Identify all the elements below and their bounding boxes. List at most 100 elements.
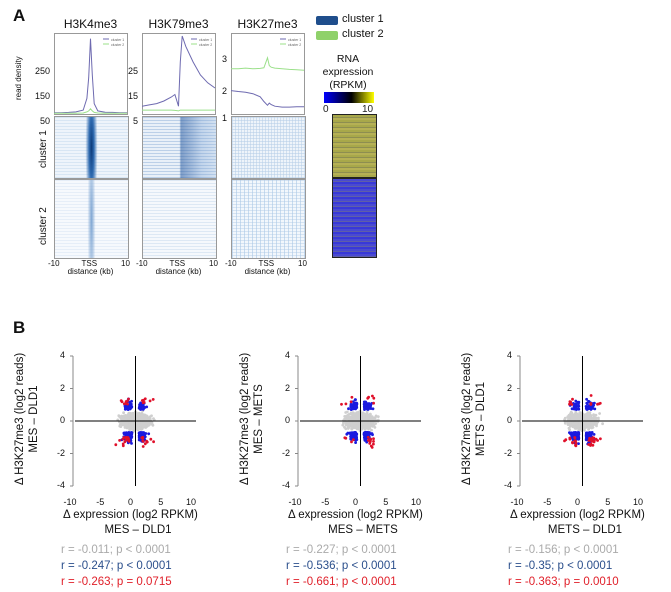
data-point	[340, 402, 343, 406]
x-axis-label: distance (kb)	[244, 267, 291, 276]
data-point	[374, 422, 378, 425]
data-point	[354, 398, 357, 402]
data-point	[372, 401, 375, 405]
y-tick-label: 5	[132, 116, 138, 126]
profile-line-cluster-1	[142, 35, 216, 107]
data-point	[578, 411, 582, 414]
mini-legend-label: cluster 1	[288, 38, 301, 42]
data-point	[142, 421, 146, 424]
data-point	[574, 441, 578, 445]
data-point	[568, 414, 572, 418]
data-point	[345, 410, 349, 414]
data-point	[363, 428, 367, 431]
data-point	[142, 415, 146, 418]
data-point	[138, 423, 141, 427]
data-point	[151, 398, 155, 401]
y-tick-label: 0	[506, 415, 512, 425]
data-point	[587, 424, 591, 428]
y-axis-label-line: Δ H3K27me3 (log2 reads)	[14, 352, 26, 486]
data-point	[563, 439, 566, 443]
data-point	[137, 438, 141, 442]
data-point	[576, 404, 579, 408]
y-tick-label: 2	[221, 86, 227, 96]
profile-line-cluster-2	[54, 108, 127, 114]
data-point	[354, 401, 358, 405]
data-point	[587, 399, 590, 403]
data-point	[122, 411, 125, 415]
data-point	[356, 416, 360, 420]
x-tick-label: -10	[288, 497, 302, 507]
data-point	[374, 416, 377, 419]
data-point	[143, 442, 147, 446]
data-point	[145, 415, 149, 418]
data-point	[367, 395, 370, 399]
correlation-stat: r = -0.011; p < 0.0001	[61, 544, 171, 556]
data-point	[139, 401, 142, 405]
x-tick-label: 0	[574, 497, 580, 507]
data-point	[123, 404, 127, 408]
heatmap-cluster-1	[231, 116, 306, 179]
data-point	[126, 399, 129, 403]
y-tick-label: -2	[503, 447, 512, 458]
data-point	[577, 436, 580, 440]
data-point	[120, 400, 124, 404]
y-tick-label: -4	[281, 480, 290, 490]
data-point	[354, 441, 357, 444]
data-point	[350, 395, 354, 399]
data-point	[119, 425, 123, 428]
y-tick-label: 0	[284, 415, 290, 425]
data-point	[148, 415, 152, 419]
comparison-label: MES – DLD1	[104, 524, 172, 536]
y-axis-comparison-line: METS – DLD1	[475, 381, 487, 457]
x-axis-label: distance (kb)	[67, 267, 114, 276]
plot-frame	[54, 33, 128, 115]
data-point	[120, 418, 124, 421]
data-point	[574, 406, 578, 410]
rna-label-line: (RPKM)	[329, 79, 367, 91]
data-point	[570, 407, 574, 411]
y-tick-label: 2	[506, 382, 512, 393]
x-tick-left: -10	[136, 259, 148, 268]
heatmap-cluster-2	[54, 179, 129, 259]
data-point	[152, 440, 155, 444]
data-point	[123, 431, 126, 435]
data-point	[126, 436, 129, 440]
data-point	[588, 436, 591, 440]
y-tick-label: 4	[506, 350, 512, 360]
data-point	[345, 432, 349, 436]
data-point	[589, 394, 593, 397]
data-point	[148, 423, 151, 426]
data-point	[592, 415, 596, 418]
x-tick-label: 10	[632, 497, 643, 507]
data-point	[119, 421, 123, 425]
y-tick-label: -4	[56, 480, 65, 490]
data-point	[351, 407, 355, 411]
data-point	[365, 401, 368, 405]
x-tick-label: 5	[605, 497, 611, 507]
data-point	[369, 437, 372, 441]
legend-swatch-cluster-2	[316, 31, 338, 40]
comparison-label: MES – METS	[328, 524, 398, 536]
data-point	[349, 400, 353, 404]
profile-line-cluster-2	[142, 109, 215, 112]
data-point	[363, 425, 367, 429]
data-point	[589, 402, 593, 406]
expression-heatmap-cluster-1	[332, 114, 377, 178]
data-point	[592, 440, 596, 444]
correlation-stat: r = -0.263; p = 0.0715	[61, 576, 172, 588]
data-point	[586, 431, 589, 435]
data-point	[140, 421, 144, 424]
data-point	[569, 400, 572, 404]
data-point	[576, 417, 580, 421]
data-point	[126, 402, 129, 406]
data-point	[141, 431, 144, 435]
data-point	[343, 417, 347, 421]
read-density-label: read density	[14, 56, 23, 100]
comparison-label: METS – DLD1	[547, 524, 623, 536]
data-point	[360, 411, 364, 415]
data-point	[143, 425, 146, 428]
data-point	[587, 427, 590, 431]
data-point	[353, 416, 357, 419]
x-axis-label: Δ expression (log2 RPKM)	[63, 509, 198, 521]
